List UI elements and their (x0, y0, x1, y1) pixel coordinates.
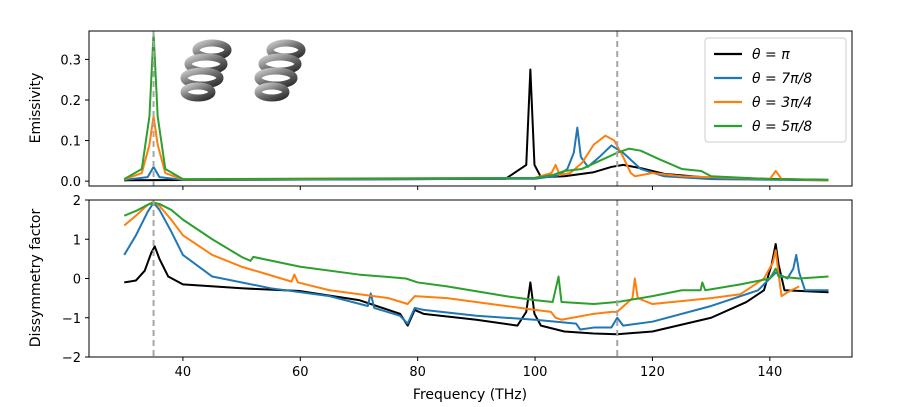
frequency-x-tick-label: 60 (292, 365, 309, 380)
frequency-axis-label: Frequency (THz) (413, 387, 527, 403)
legend-label: θ = π (752, 47, 790, 63)
frequency-x-tick-label: 40 (175, 365, 192, 380)
emissivity-panel: 0.00.10.20.3 Emissivity θ = πθ = 7π/8θ =… (28, 30, 853, 190)
emissivity-y-ticks: 0.0 0.1 0.2 0.3 (60, 53, 89, 190)
helix-inset-image (180, 39, 306, 102)
dissymmetry-y-tick-label: −2 (62, 351, 81, 366)
emissivity-y-tick-label: 0.0 (60, 175, 81, 190)
dissymmetry-y-tick-label: 2 (73, 194, 81, 209)
emissivity-series-line-2 (124, 126, 829, 182)
dissymmetry-series-line-1 (124, 242, 829, 336)
emissivity-series-line-3 (123, 115, 829, 182)
emissivity-y-tick-label: 0.2 (60, 94, 81, 109)
legend-label: θ = 7π/8 (752, 71, 812, 87)
dissymmetry-panel: −2 −1 0 1 2 40 60 80 100 120 140 Dissymmetry fact… (28, 194, 853, 403)
emissivity-vlines (152, 31, 619, 186)
legend: θ = π θ = 7π/8 θ = 3π/4 θ = 5π/8 (704, 37, 847, 143)
emissivity-series-line-4 (123, 32, 829, 181)
dissymmetry-x-ticks: 40 60 80 100 120 140 (175, 357, 782, 380)
dissymmetry-series (123, 200, 829, 336)
emissivity-y-tick-label: 0.1 (60, 135, 81, 150)
emissivity-axis-label: Emissivity (28, 73, 44, 144)
emissivity-series (123, 32, 829, 182)
legend-label: θ = 3π/4 (752, 95, 812, 111)
dissymmetry-y-tick-label: 0 (73, 273, 81, 288)
frequency-x-tick-label: 140 (757, 365, 782, 380)
emissivity-x-ticks (182, 186, 771, 190)
dissymmetry-vlines (152, 200, 619, 357)
dissymmetry-series-line-3 (123, 200, 800, 321)
legend-label: θ = 5π/8 (752, 119, 812, 135)
dissymmetry-y-tick-label: −1 (62, 312, 81, 327)
dissymmetry-y-ticks: −2 −1 0 1 2 (62, 194, 89, 366)
frequency-x-tick-label: 100 (523, 365, 548, 380)
frequency-x-tick-label: 80 (409, 365, 426, 380)
dissymmetry-y-tick-label: 1 (73, 233, 81, 248)
frequency-x-tick-label: 120 (640, 365, 665, 380)
dissymmetry-axis-label: Dissymmetry factor (28, 209, 44, 348)
emissivity-y-tick-label: 0.3 (60, 53, 81, 68)
dissymmetry-series-line-4 (123, 201, 829, 306)
